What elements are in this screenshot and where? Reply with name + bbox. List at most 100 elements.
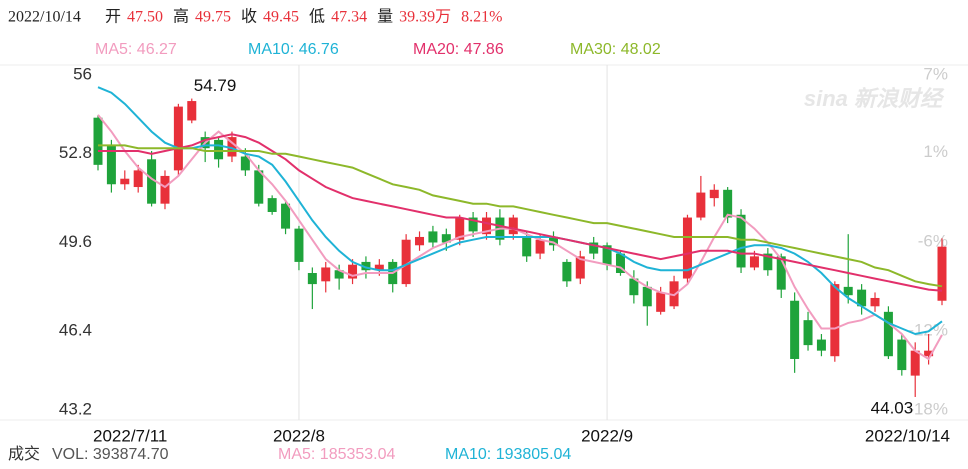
candle-body [93, 117, 103, 165]
legend-entry: MA30: 48.02 [570, 41, 661, 58]
candle-body [669, 281, 679, 307]
candle-body [897, 339, 907, 371]
candle-body [642, 286, 652, 307]
candle-body [602, 245, 612, 265]
info-label: 高 [173, 8, 189, 26]
info-label: 量 [377, 9, 393, 26]
volume-ma: MA10: 193805.04 [445, 446, 571, 463]
x-tick-label: 2022/8 [273, 426, 325, 445]
x-tick-label: 2022/10/14 [865, 426, 950, 445]
ma-line [98, 133, 943, 292]
candle-body [776, 256, 786, 290]
candle-body [749, 256, 759, 268]
volume-label: 成交 [8, 445, 40, 463]
candle-body [441, 234, 451, 243]
volume-ma: MA5: 185353.04 [278, 446, 396, 463]
candle-body [133, 170, 143, 188]
info-change: 8.21% [461, 9, 502, 26]
y2-tick-label: 1% [923, 142, 948, 161]
candle-body [790, 300, 800, 359]
candle-body [240, 156, 250, 171]
candle-body [227, 137, 237, 157]
candle-body [830, 284, 840, 357]
info-label: 低 [309, 8, 325, 26]
legend-entry: MA5: 46.27 [95, 41, 177, 58]
candle-body [924, 350, 934, 357]
candle-body [508, 217, 518, 235]
candle-body [334, 270, 344, 279]
candle-body [187, 101, 197, 121]
y2-tick-label: -6% [918, 231, 948, 250]
candle-body [763, 253, 773, 271]
candle-body [589, 242, 599, 254]
candle-body [548, 236, 558, 246]
candle-body [160, 175, 170, 204]
candle-body [562, 261, 572, 282]
candle-body [482, 217, 492, 235]
candle-body [254, 170, 264, 204]
candle-body [709, 189, 719, 199]
y-tick-label: 49.6 [59, 232, 92, 251]
candle-body [736, 214, 746, 268]
candle-body [321, 267, 331, 282]
candle-body [361, 261, 371, 271]
info-value: 49.45 [263, 9, 299, 26]
watermark: sina 新浪财经 [804, 86, 945, 111]
candle-body [468, 217, 478, 232]
candle-body [843, 286, 853, 296]
candle-body [120, 178, 130, 185]
legend-entry: MA20: 47.86 [413, 41, 504, 58]
info-value: 47.34 [331, 9, 367, 26]
candle-body [870, 297, 880, 307]
candle-body [173, 106, 183, 171]
x-tick-label: 2022/7/11 [93, 426, 167, 445]
candle-body [575, 256, 585, 279]
ma-line [98, 144, 943, 288]
y2-tick-label: -18% [908, 399, 948, 418]
candle-body [535, 239, 545, 254]
candle-body [803, 320, 813, 346]
volume-value: VOL: 393874.70 [52, 446, 169, 463]
candle-body [307, 273, 317, 285]
candle-body [401, 239, 411, 285]
candle-body [615, 253, 625, 274]
candle-body [723, 189, 733, 218]
y2-tick-label: 7% [923, 64, 948, 83]
high-annotation: 54.79 [194, 76, 237, 95]
candle-body [214, 139, 224, 160]
candle-body [696, 192, 706, 218]
candle-body [910, 350, 920, 376]
candle-body [348, 264, 358, 279]
candle-body [267, 198, 277, 212]
info-value: 39.39万 [399, 9, 451, 26]
candle-body [374, 264, 384, 271]
y-tick-label: 52.8 [59, 143, 92, 162]
candle-body [415, 236, 425, 246]
info-label: 开 [105, 9, 121, 26]
candle-body [656, 292, 666, 312]
y-tick-label: 56 [73, 64, 92, 83]
info-value: 49.75 [195, 9, 231, 26]
candle-body [455, 217, 465, 240]
y-tick-label: 46.4 [59, 321, 92, 340]
x-tick-label: 2022/9 [581, 426, 633, 445]
candle-body [629, 278, 639, 296]
candle-body [682, 217, 692, 279]
low-annotation: 44.03 [871, 398, 914, 417]
candle-body [106, 145, 116, 185]
legend-entry: MA10: 46.76 [248, 41, 339, 58]
info-label: 收 [241, 8, 257, 26]
candle-body [857, 289, 867, 307]
candle-body [294, 228, 304, 262]
candle-body [522, 236, 532, 257]
ma-line [97, 86, 943, 336]
ma-line [97, 114, 943, 361]
info-value: 47.50 [127, 9, 163, 26]
candle-body [428, 231, 438, 243]
candle-body [937, 246, 947, 301]
info-date: 2022/10/14 [8, 9, 81, 26]
y-tick-label: 43.2 [59, 399, 92, 418]
candle-body [883, 311, 893, 357]
candle-body [281, 203, 291, 229]
